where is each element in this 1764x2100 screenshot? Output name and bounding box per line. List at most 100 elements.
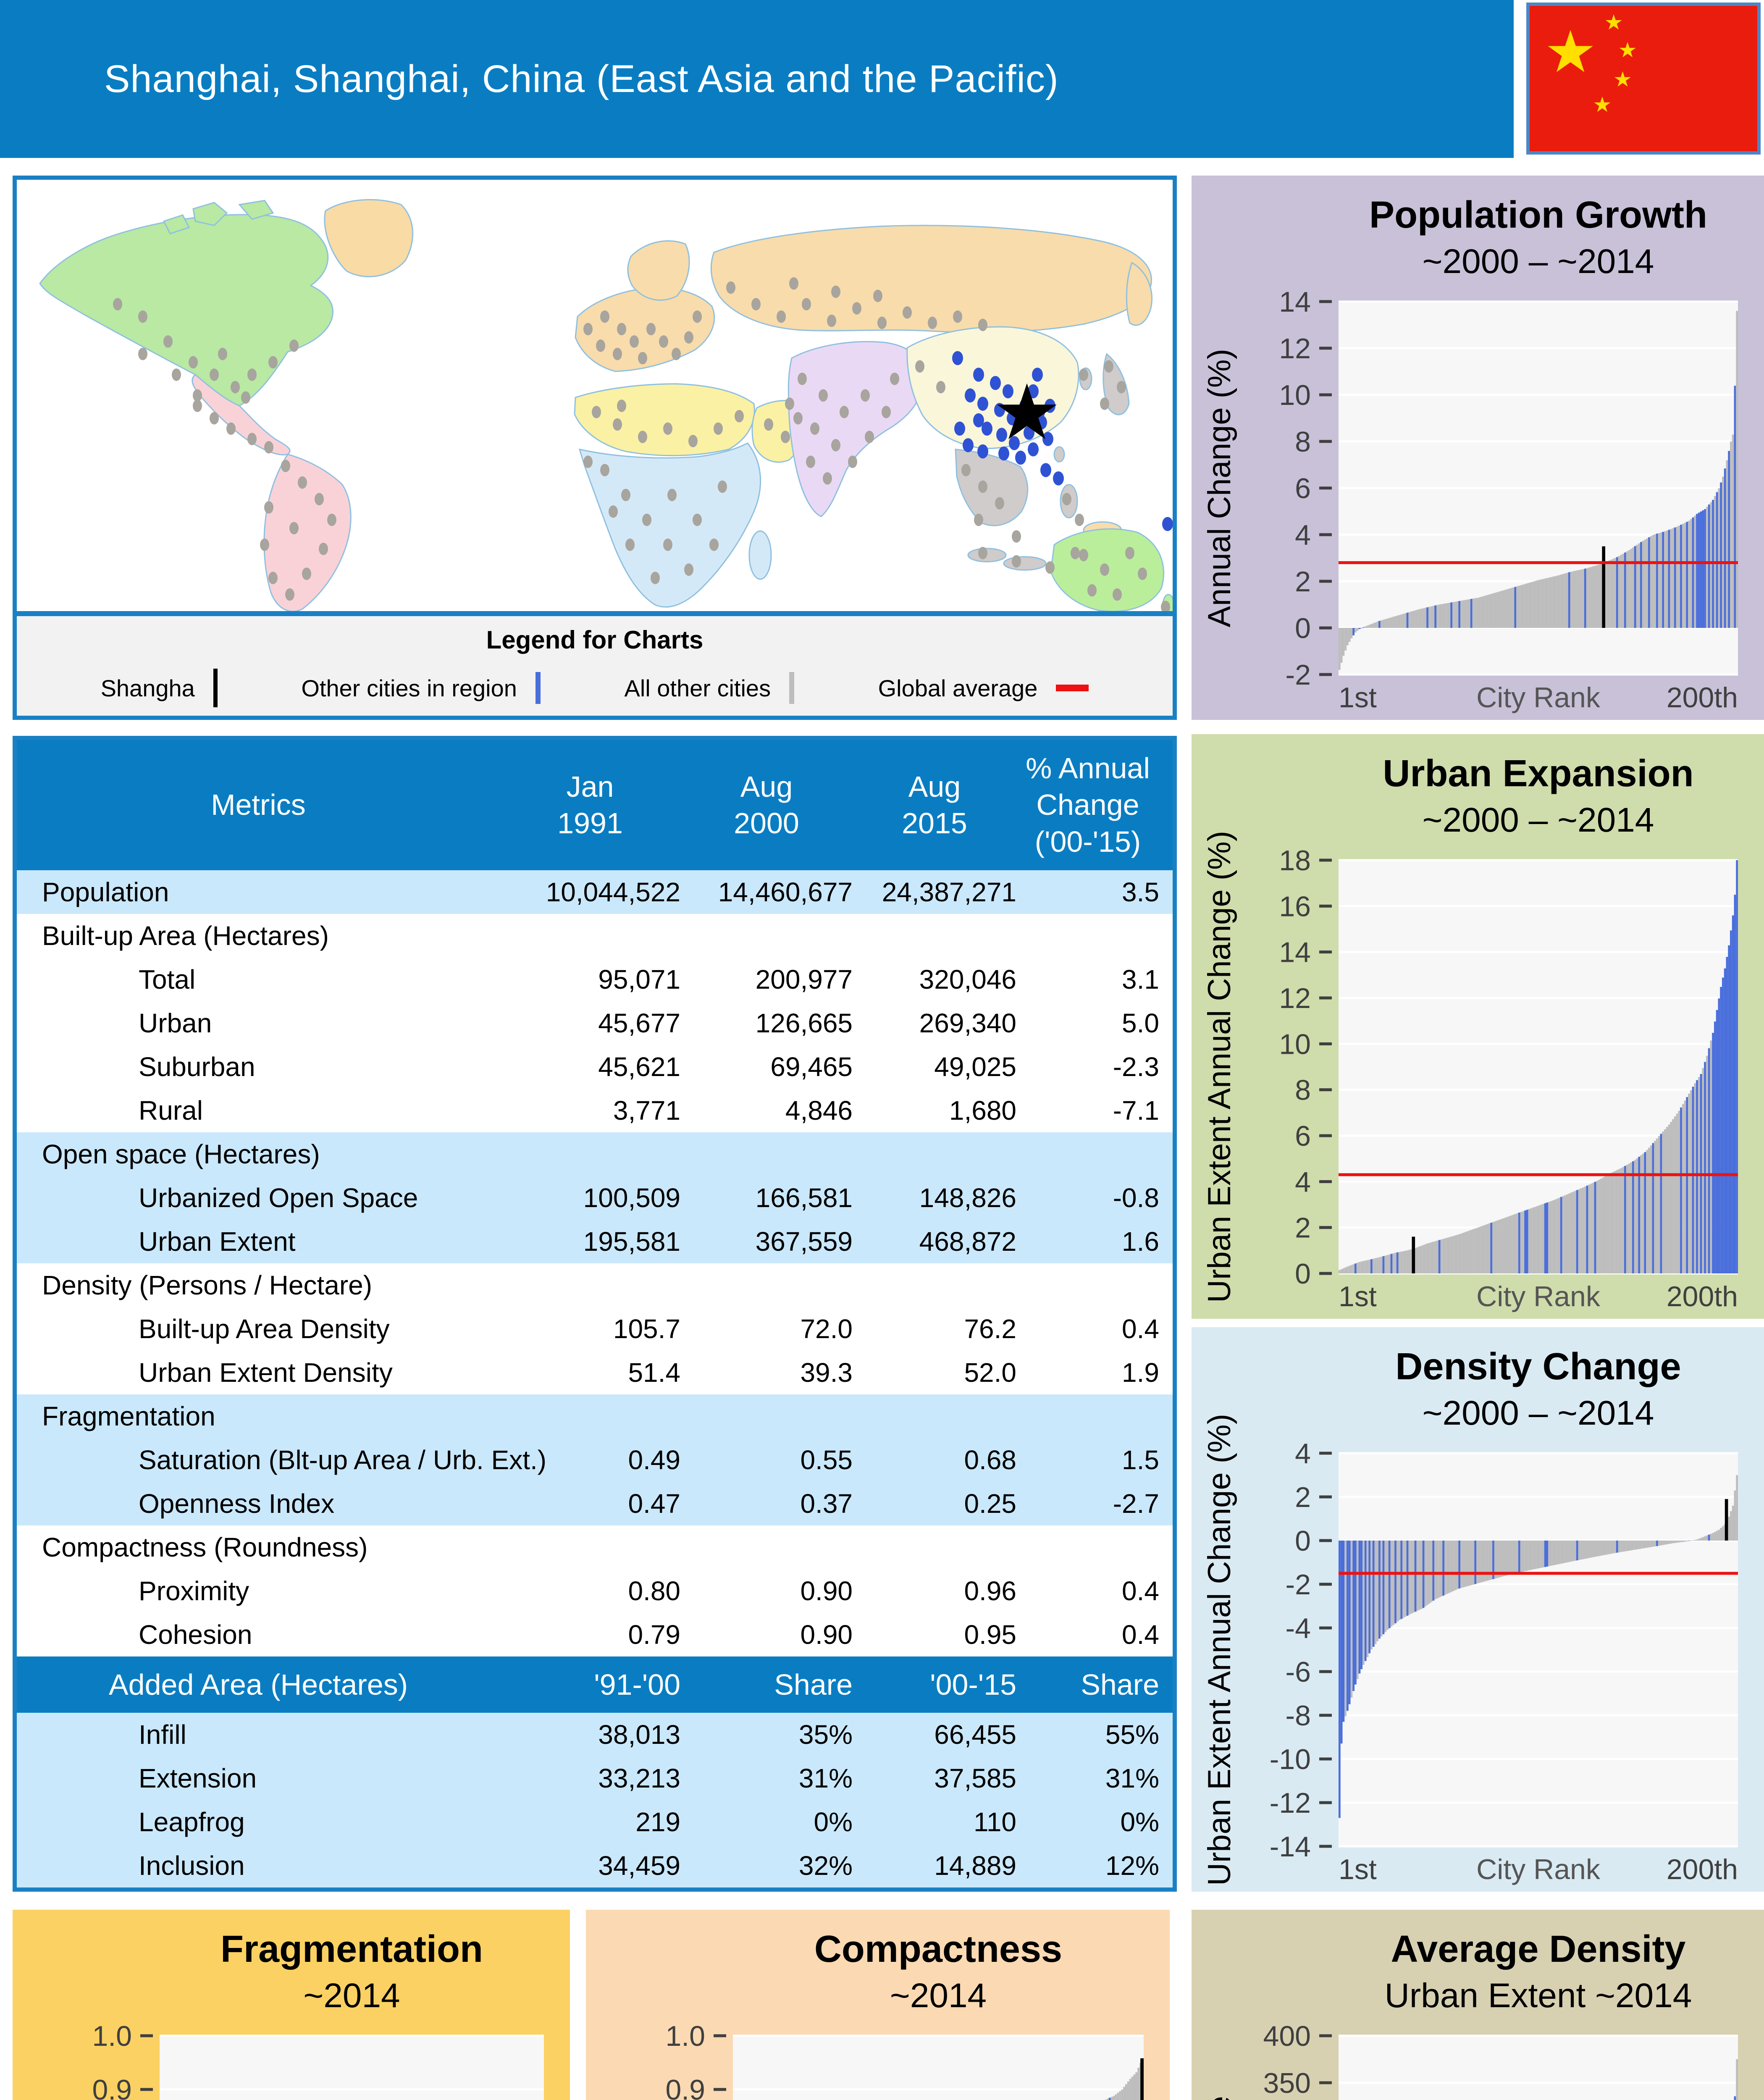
region-south-america xyxy=(263,453,352,611)
row-label: Compactness (Roundness) xyxy=(42,1532,368,1562)
row-value: 0% xyxy=(814,1807,853,1837)
region-city-dot xyxy=(1028,442,1039,457)
x-last-label: 200th xyxy=(1667,682,1738,714)
chart-svg: 050100150200250300350400Average DensityU… xyxy=(1202,1928,1738,2100)
y-tick-label: 4 xyxy=(1295,1438,1311,1470)
row-value: 31% xyxy=(1105,1763,1159,1793)
y-tick-label: -2 xyxy=(1286,659,1311,691)
row-value: 219 xyxy=(635,1807,680,1837)
city-dot xyxy=(709,538,719,551)
city-dot xyxy=(621,488,630,501)
row-value: 105.7 xyxy=(613,1314,680,1344)
city-dot xyxy=(613,418,622,431)
chart-title: Fragmentation xyxy=(220,1928,483,1970)
row-label: Density (Persons / Hectare) xyxy=(42,1270,373,1300)
city-dot xyxy=(751,298,761,311)
city-dot xyxy=(231,381,240,394)
blue-bar-swatch xyxy=(535,672,541,704)
row-value: 52.0 xyxy=(964,1357,1016,1388)
chart-legend: Legend for Charts Shangha Other cities in… xyxy=(17,611,1173,716)
region-city-dot xyxy=(982,421,992,436)
added-col-share2: Share xyxy=(1081,1668,1159,1701)
region-russia xyxy=(710,225,1152,333)
region-arctic-island xyxy=(192,202,228,226)
added-area-row: Inclusion 34,459 32% 14,889 12% xyxy=(17,1844,1173,1887)
row-value: 0.68 xyxy=(964,1445,1016,1475)
row-value: 126,665 xyxy=(755,1008,853,1038)
chart-svg: -14 -12 -10 -8 -6 -4 -2 0 2 4 Density Change ~2000 … xyxy=(1202,1346,1738,1886)
city-dot xyxy=(882,406,891,418)
city-dot xyxy=(1113,588,1122,601)
city-dot xyxy=(1045,561,1055,574)
city-dot xyxy=(193,399,202,412)
city-dot xyxy=(193,389,202,402)
row-value: 269,340 xyxy=(919,1008,1016,1038)
page-title: Shanghai, Shanghai, China (East Asia and… xyxy=(104,57,1059,100)
city-dot xyxy=(877,316,887,329)
city-dot xyxy=(264,501,273,514)
city-dot xyxy=(1012,530,1021,543)
row-value: 24,387,271 xyxy=(882,877,1016,907)
row-value: 69,465 xyxy=(770,1052,853,1082)
city-dot xyxy=(226,422,236,435)
city-dot xyxy=(848,455,857,468)
legend-item: All other cities xyxy=(624,672,795,704)
city-dot xyxy=(247,368,257,381)
density-change-chart: -14 -12 -10 -8 -6 -4 -2 0 2 4 Density Change ~2000 … xyxy=(1192,1327,1764,1892)
legend-items: Shangha Other cities in region All other c… xyxy=(17,669,1173,707)
row-value: 166,581 xyxy=(755,1183,853,1213)
region-city-dot xyxy=(952,351,963,365)
region-sub-saharan-africa xyxy=(578,442,761,608)
row-value: 3.1 xyxy=(1122,964,1159,995)
y-tick-label: -8 xyxy=(1286,1700,1311,1732)
row-label: Extension xyxy=(139,1763,257,1793)
x-axis-label: City Rank xyxy=(1476,1853,1601,1885)
y-tick-label: 14 xyxy=(1279,937,1311,969)
plot-area xyxy=(1339,2036,1738,2100)
world-map-svg: ★ xyxy=(39,199,1173,611)
y-tick-label: 2 xyxy=(1295,1481,1311,1513)
x-first-label: 1st xyxy=(1339,1281,1377,1312)
x-axis-label: City Rank xyxy=(1476,682,1601,714)
city-dot xyxy=(840,406,849,418)
row-label: Suburban xyxy=(139,1052,255,1082)
shanghai-bar xyxy=(1725,1499,1728,1541)
row-value: 0.95 xyxy=(964,1620,1016,1650)
region-city-dot xyxy=(1045,399,1055,413)
city-dot xyxy=(961,464,971,477)
city-dot xyxy=(718,480,727,493)
y-tick-label: 400 xyxy=(1263,2020,1311,2052)
table-header-row: Metrics Jan 1991 Aug 2000 Aug 2015 % Annual … xyxy=(17,740,1173,870)
added-area-row: Infill 38,013 35% 66,455 55% xyxy=(17,1713,1173,1756)
city-dot xyxy=(806,455,815,468)
fragmentation-chart: 0.30.40.50.60.70.80.91.0Fragmentation~20… xyxy=(13,1910,570,2100)
row-value: 3.5 xyxy=(1122,877,1159,907)
row-label: Built-up Area (Hectares) xyxy=(42,921,329,951)
flag-star xyxy=(1594,97,1611,112)
city-dot xyxy=(827,314,836,327)
region-city-dot xyxy=(1162,517,1173,531)
table-row: Urbanized Open Space 100,509 166,581 148,82… xyxy=(17,1176,1173,1220)
row-value: 320,046 xyxy=(919,964,1016,995)
city-dot xyxy=(613,347,622,360)
black-bar-swatch xyxy=(213,669,218,707)
city-dot xyxy=(583,455,593,468)
city-dot xyxy=(638,430,647,444)
row-value: 72.0 xyxy=(800,1314,853,1344)
city-dot xyxy=(298,476,307,489)
row-value: 1.6 xyxy=(1122,1226,1159,1257)
added-area-title: Added Area (Hectares) xyxy=(108,1668,408,1701)
row-value: 5.0 xyxy=(1122,1008,1159,1038)
header-bar: Shanghai, Shanghai, China (East Asia and… xyxy=(0,0,1514,158)
y-tick-label: 6 xyxy=(1295,472,1311,504)
row-value: 195,581 xyxy=(583,1226,680,1257)
city-dot xyxy=(684,563,693,576)
y-tick-label: 0 xyxy=(1295,1258,1311,1290)
row-value: 0.79 xyxy=(628,1620,680,1650)
city-dot xyxy=(1079,549,1088,562)
row-value: 0.80 xyxy=(628,1576,680,1606)
row-value: 0.49 xyxy=(628,1445,680,1475)
city-dot xyxy=(684,331,693,344)
row-label: Saturation (Blt-up Area / Urb. Ext.) xyxy=(139,1445,547,1475)
city-dot xyxy=(642,513,651,526)
